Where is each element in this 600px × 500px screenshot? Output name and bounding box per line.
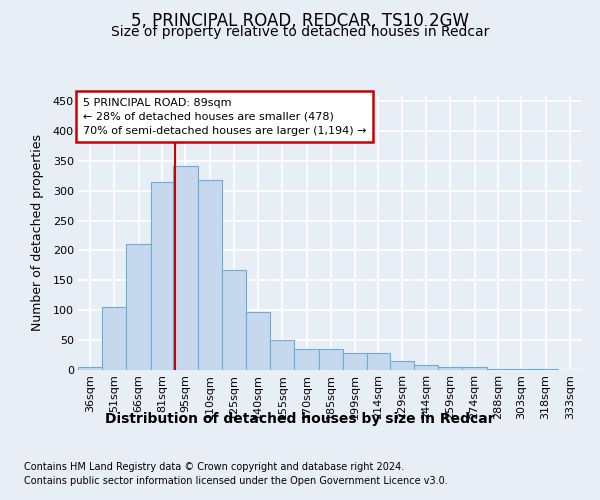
Bar [438, 367, 463, 370]
Text: Distribution of detached houses by size in Redcar: Distribution of detached houses by size … [105, 412, 495, 426]
Bar [367, 352, 390, 370]
Bar [78, 367, 102, 370]
Bar [319, 349, 343, 370]
Bar [295, 349, 319, 370]
Text: 5, PRINCIPAL ROAD, REDCAR, TS10 2GW: 5, PRINCIPAL ROAD, REDCAR, TS10 2GW [131, 12, 469, 30]
Text: Contains HM Land Registry data © Crown copyright and database right 2024.: Contains HM Land Registry data © Crown c… [24, 462, 404, 472]
Text: Size of property relative to detached houses in Redcar: Size of property relative to detached ho… [111, 25, 489, 39]
Bar [463, 367, 487, 370]
Bar [102, 306, 127, 370]
Bar [197, 180, 222, 370]
Bar [173, 166, 197, 370]
Bar [222, 270, 246, 370]
Bar [487, 369, 509, 370]
Bar [390, 361, 414, 370]
Bar [343, 352, 367, 370]
Text: Contains public sector information licensed under the Open Government Licence v3: Contains public sector information licen… [24, 476, 448, 486]
Bar [246, 312, 270, 370]
Bar [151, 182, 173, 370]
Bar [127, 244, 151, 370]
Bar [414, 365, 438, 370]
Y-axis label: Number of detached properties: Number of detached properties [31, 134, 44, 331]
Text: 5 PRINCIPAL ROAD: 89sqm
← 28% of detached houses are smaller (478)
70% of semi-d: 5 PRINCIPAL ROAD: 89sqm ← 28% of detache… [83, 98, 367, 136]
Bar [270, 340, 295, 370]
